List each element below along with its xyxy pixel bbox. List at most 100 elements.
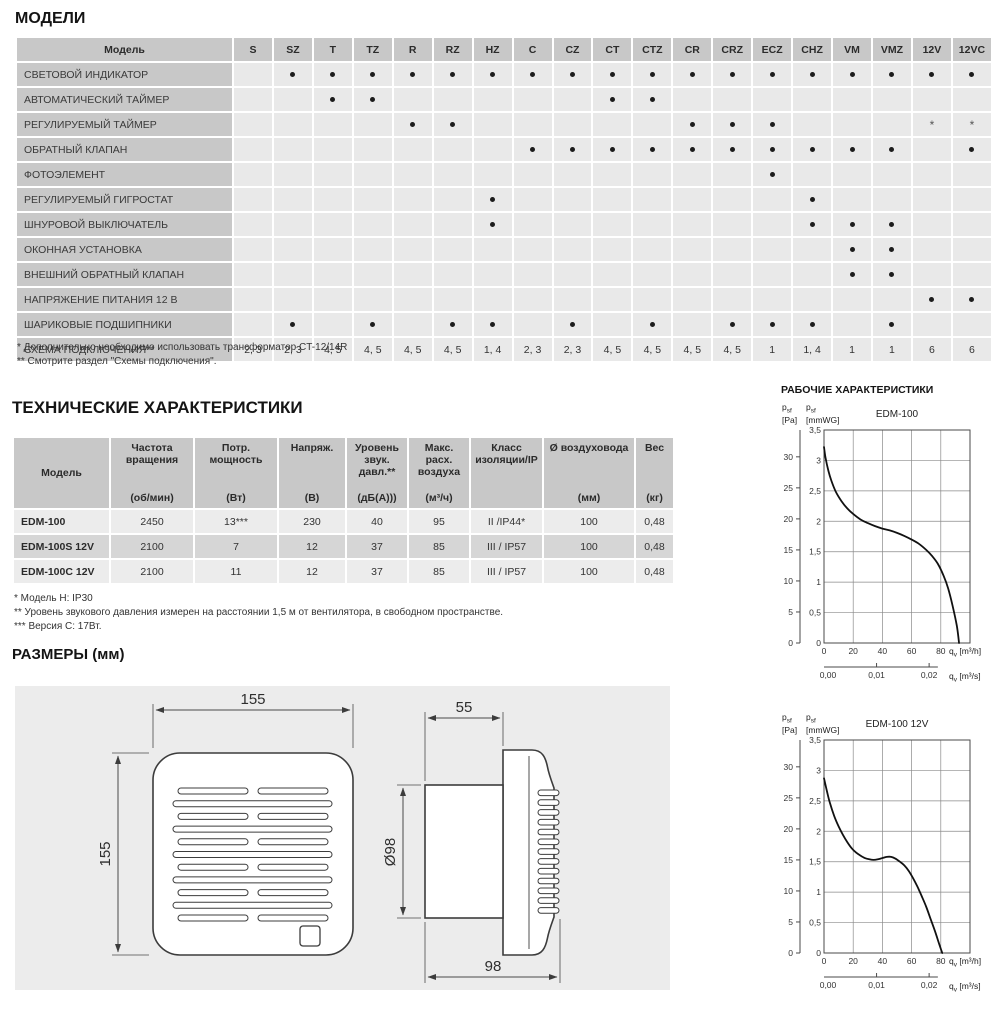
- feature-cell: 1: [753, 338, 792, 361]
- feature-cell: [473, 63, 512, 86]
- feature-cell: [753, 88, 792, 111]
- feature-cell: 4, 5: [393, 338, 432, 361]
- footnote: ** Уровень звукового давления измерен на…: [14, 607, 504, 618]
- feature-cell: [273, 288, 312, 311]
- feature-cell: [833, 263, 871, 286]
- model-column-header: CHZ: [793, 38, 832, 61]
- tech-value-cell: 100: [544, 510, 634, 533]
- tech-header-name: Класс изоляции/IP: [475, 442, 538, 466]
- feature-dot: [530, 72, 536, 78]
- tech-header-unit: (об/мин): [130, 492, 174, 504]
- feature-cell: [633, 188, 672, 211]
- feature-cell: [673, 163, 712, 186]
- feature-cell: [473, 263, 512, 286]
- feature-cell: 4, 5: [433, 338, 472, 361]
- model-column-header: 12V: [912, 38, 951, 61]
- feature-cell: [593, 313, 632, 336]
- feature-cell: [313, 88, 352, 111]
- grille: [172, 787, 333, 922]
- tech-column-header: Модель: [14, 438, 109, 508]
- feature-cell: [912, 213, 951, 236]
- front-width-label: 155: [240, 691, 265, 708]
- feature-cell: [673, 88, 712, 111]
- feature-cell: [873, 138, 911, 161]
- feature-cell: [393, 238, 432, 261]
- tech-value-cell: 230: [279, 510, 345, 533]
- chart-title: EDM-100: [875, 409, 919, 420]
- feature-cell: [673, 263, 712, 286]
- feature-cell: [273, 113, 312, 136]
- tech-value-cell: 85: [409, 535, 469, 558]
- feature-cell: [873, 263, 911, 286]
- feature-dot: [809, 197, 815, 203]
- svg-text:80: 80: [936, 646, 946, 656]
- feature-dot: [370, 72, 376, 78]
- tech-model-name: EDM-100C 12V: [14, 560, 109, 583]
- feature-cell: [234, 63, 272, 86]
- feature-cell: [273, 88, 312, 111]
- feature-dot: [490, 197, 496, 203]
- tech-value-cell: 13***: [195, 510, 277, 533]
- tech-model-name: EDM-100S 12V: [14, 535, 109, 558]
- feature-cell: 4, 5: [713, 338, 752, 361]
- feature-dot: [689, 122, 695, 128]
- feature-dot: [290, 322, 296, 328]
- tech-value-cell: 40: [347, 510, 407, 533]
- svg-text:10: 10: [784, 576, 794, 586]
- feature-cell: [713, 113, 752, 136]
- footnote: *** Версия C: 17Вт.: [14, 621, 102, 632]
- feature-cell: [713, 213, 752, 236]
- feature-cell: [553, 88, 592, 111]
- feature-cell: [433, 288, 472, 311]
- models-section-title: МОДЕЛИ: [15, 10, 86, 27]
- feature-row: ВНЕШНИЙ ОБРАТНЫЙ КЛАПАН: [17, 263, 991, 286]
- feature-dot: [849, 272, 855, 278]
- tech-footnotes: * Модель H: IP30 ** Уровень звукового дав…: [14, 592, 503, 634]
- dimensions-section-title: РАЗМЕРЫ (мм): [12, 646, 125, 663]
- feature-cell: 6: [952, 338, 991, 361]
- feature-cell: [633, 238, 672, 261]
- feature-cell: [713, 88, 752, 111]
- svg-text:40: 40: [878, 646, 888, 656]
- feature-cell: [633, 213, 672, 236]
- feature-cell: 4, 5: [313, 338, 352, 361]
- feature-cell: [513, 113, 552, 136]
- feature-cell: [433, 313, 472, 336]
- feature-cell: [433, 163, 472, 186]
- feature-cell: [393, 288, 432, 311]
- feature-row-label: ОБРАТНЫЙ КЛАПАН: [17, 138, 232, 161]
- feature-cell: [273, 263, 312, 286]
- feature-dot: [609, 97, 615, 103]
- feature-cell: [873, 213, 911, 236]
- feature-row: СВЕТОВОЙ ИНДИКАТОР: [17, 63, 991, 86]
- feature-cell: [753, 63, 792, 86]
- tech-header-unit: (м³/ч): [425, 492, 453, 504]
- feature-row-label: РЕГУЛИРУЕМЫЙ ГИГРОСТАТ: [17, 188, 232, 211]
- feature-dot: [729, 72, 735, 78]
- feature-row-label: СВЕТОВОЙ ИНДИКАТОР: [17, 63, 232, 86]
- feature-dot: [809, 72, 815, 78]
- feature-cell: [234, 238, 272, 261]
- feature-cell: [593, 238, 632, 261]
- svg-text:15: 15: [784, 855, 794, 865]
- tech-header-unit: (Вт): [226, 492, 246, 504]
- feature-cell: [673, 138, 712, 161]
- feature-cell: [633, 313, 672, 336]
- feature-dot: [769, 147, 775, 153]
- feature-cell: 1, 4: [473, 338, 512, 361]
- feature-row: РЕГУЛИРУЕМЫЙ ГИГРОСТАТ: [17, 188, 991, 211]
- feature-dot: [450, 122, 456, 128]
- feature-dot: [889, 222, 895, 228]
- feature-cell: [433, 188, 472, 211]
- feature-row: ШАРИКОВЫЕ ПОДШИПНИКИ: [17, 313, 991, 336]
- feature-dot: [969, 297, 975, 303]
- feature-row: НАПРЯЖЕНИЕ ПИТАНИЯ 12 В: [17, 288, 991, 311]
- tech-value-cell: 0,48: [636, 510, 673, 533]
- feature-cell: [673, 63, 712, 86]
- feature-dot: [689, 147, 695, 153]
- feature-cell: [393, 88, 432, 111]
- tech-column-header: Вес (кг): [636, 438, 673, 508]
- feature-cell: [313, 288, 352, 311]
- feature-cell: [273, 238, 312, 261]
- feature-dot: [569, 322, 575, 328]
